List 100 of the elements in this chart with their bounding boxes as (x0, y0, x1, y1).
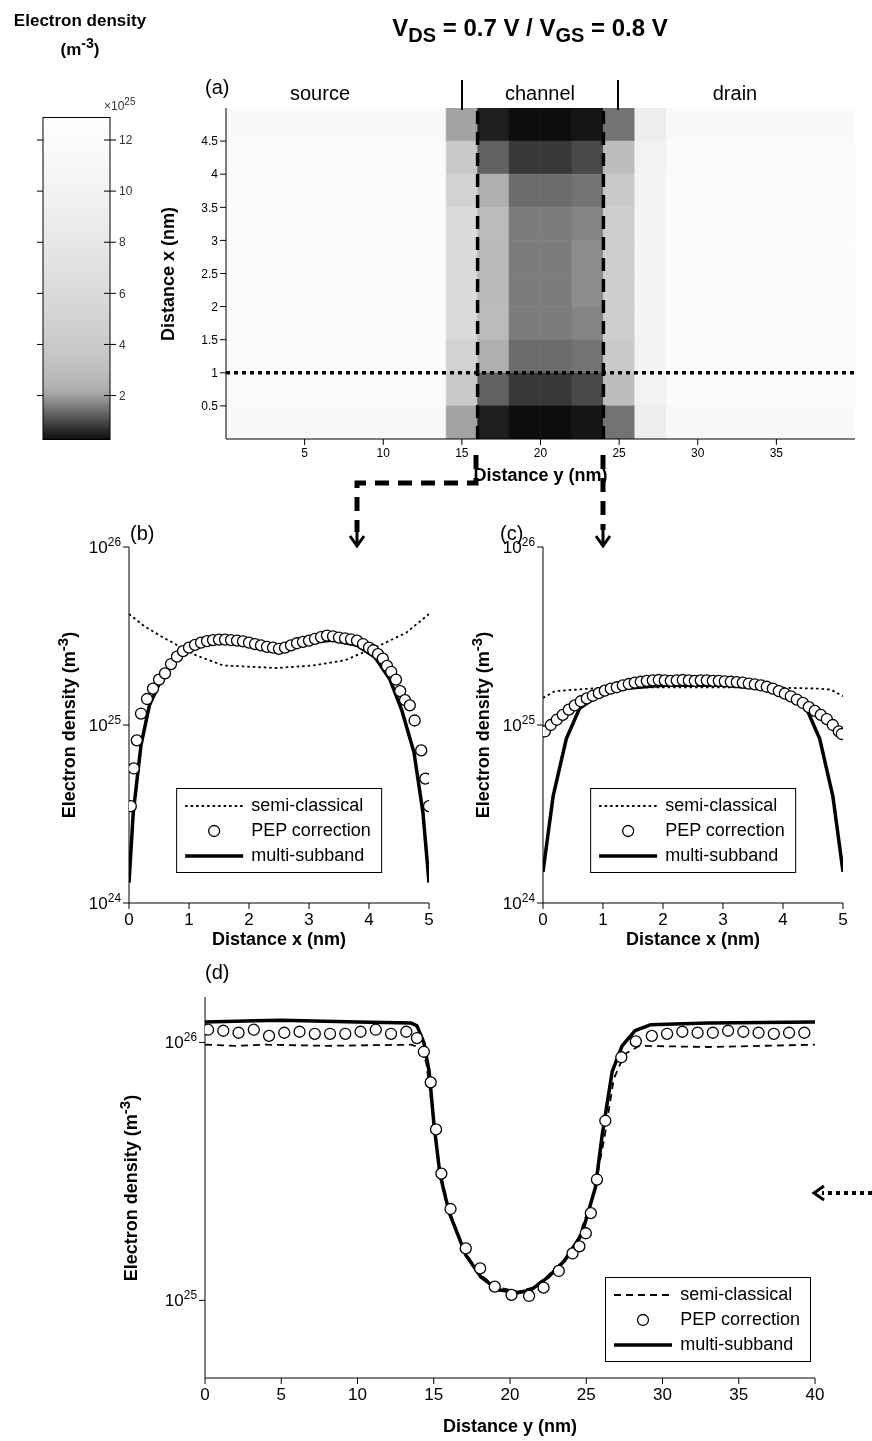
point (459, 1242, 472, 1255)
point (782, 1026, 796, 1039)
point (293, 1025, 306, 1038)
legend-label: multi-subband (680, 1333, 794, 1356)
legend-label: multi-subband (665, 844, 779, 867)
point (369, 1023, 382, 1036)
point (573, 1240, 586, 1253)
color-bar-label: 6 (119, 286, 126, 301)
point (158, 667, 172, 680)
point (134, 707, 148, 720)
x-tick-label: 2 (658, 909, 668, 929)
point (691, 1026, 704, 1039)
point (424, 1076, 437, 1089)
point (278, 1026, 291, 1039)
point (262, 1029, 276, 1043)
point (522, 1289, 536, 1303)
x-tick-label: 4 (364, 909, 374, 929)
y-tick-label: 2 (211, 299, 219, 314)
point (384, 1027, 398, 1040)
point (410, 1031, 424, 1045)
point (706, 1026, 719, 1039)
point (584, 1206, 597, 1220)
y-tick-label: 10$^{25}$ (88, 712, 122, 735)
x-tick-label: 15 (424, 1384, 444, 1404)
legend-label: PEP correction (251, 819, 371, 842)
x-tick-label: 35 (729, 1384, 749, 1404)
point (217, 1024, 230, 1037)
color-bar-label: 12 (119, 133, 133, 148)
text: (b) (130, 522, 155, 545)
point (146, 682, 160, 695)
y-tick-label: 10$^{25}$ (164, 1288, 198, 1311)
point (308, 1027, 321, 1040)
point (505, 1288, 518, 1302)
point (473, 1262, 487, 1275)
point (232, 1026, 245, 1039)
point (247, 1023, 260, 1036)
x-tick-label: 3 (304, 909, 314, 929)
color-bar-label: 8 (119, 235, 126, 250)
point (615, 1051, 628, 1064)
x-tick-label: 1 (598, 909, 608, 929)
x-tick-label: 25 (576, 1384, 596, 1404)
x-tick-label: 20 (533, 445, 548, 460)
point (798, 1026, 811, 1039)
x-tick-label: 5 (276, 1384, 286, 1404)
legend-label: semi-classical (251, 794, 364, 817)
x-tick-label: 5 (301, 445, 309, 460)
point (590, 1173, 604, 1186)
y-tick-label: 2.5 (201, 266, 219, 281)
text: channel (503, 82, 577, 105)
color-bar-label: 10 (119, 184, 133, 199)
legend-label: semi-classical (665, 794, 778, 817)
text: ×10$^{25}$ (104, 96, 136, 113)
point (339, 1027, 352, 1040)
x-tick-label: 25 (612, 445, 627, 460)
x-tick-label: 20 (500, 1384, 520, 1404)
y-tick-label: 0.5 (201, 399, 219, 414)
point (389, 673, 403, 686)
legend-label: PEP correction (665, 819, 785, 842)
x-tick-label: 30 (653, 1384, 672, 1404)
x-axis-title: Distance y (nm) (441, 1416, 578, 1437)
y-tick-label: 1 (211, 366, 219, 380)
point (435, 1167, 448, 1180)
point (354, 1025, 367, 1038)
x-axis-title: Distance x (nm) (624, 929, 761, 950)
point (140, 692, 154, 706)
y-tick-label: 4 (211, 167, 219, 182)
point (660, 1027, 674, 1040)
text: (a) (205, 76, 230, 99)
x-tick-label: 10 (348, 1384, 367, 1404)
point (417, 1045, 430, 1058)
point (444, 1202, 457, 1216)
x-tick-label: 30 (691, 445, 705, 460)
x-tick-label: 35 (769, 445, 784, 460)
point (323, 1027, 337, 1040)
point (400, 1025, 413, 1038)
x-tick-label: 2 (244, 909, 254, 929)
point (537, 1281, 550, 1294)
y-tick-label: 4.5 (201, 134, 219, 149)
x-tick-label: 3 (718, 909, 728, 929)
point (767, 1027, 780, 1040)
y-axis-title: Distance x (nm) (157, 205, 179, 343)
color-bar-title: Electron density (m$^{-3}$) (12, 10, 148, 61)
text: source (289, 82, 351, 104)
x-tick-label: 0 (200, 1384, 210, 1404)
point (645, 1029, 658, 1043)
point (552, 1264, 565, 1278)
legend-label: multi-subband (251, 844, 365, 867)
x-tick-label: 40 (805, 1384, 825, 1404)
x-tick-label: 0 (538, 909, 548, 929)
point (721, 1024, 735, 1037)
y-tick-label: 3 (211, 233, 219, 248)
point (579, 1227, 592, 1240)
x-tick-label: 5 (838, 909, 848, 929)
point (488, 1280, 501, 1293)
x-tick-label: 4 (778, 909, 788, 929)
point (629, 1035, 642, 1048)
text: (d) (205, 961, 230, 984)
y-tick-label: 10$^{26}$ (88, 534, 122, 557)
text: drain (711, 82, 759, 105)
y-tick-label: 10$^{24}$ (502, 890, 536, 913)
